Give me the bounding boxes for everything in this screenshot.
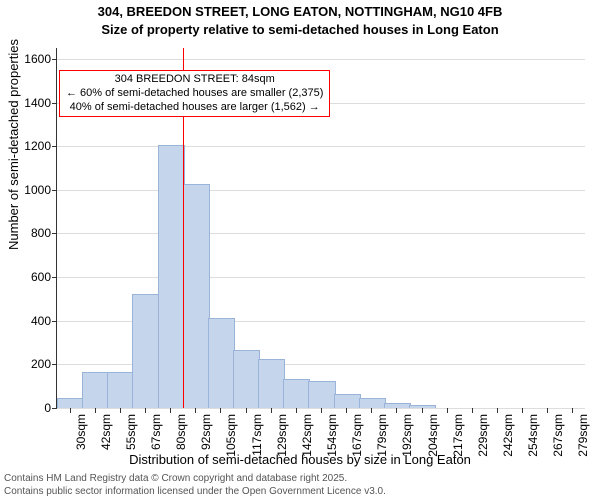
chart-title-line2: Size of property relative to semi-detach… xyxy=(0,22,600,37)
x-tick xyxy=(195,408,196,413)
annotation-line-2: ← 60% of semi-detached houses are smalle… xyxy=(66,87,323,101)
x-tick-label: 142sqm xyxy=(300,414,314,457)
x-tick xyxy=(396,408,397,413)
bar xyxy=(334,394,361,408)
x-tick-label: 279sqm xyxy=(576,414,590,457)
y-tick xyxy=(52,321,57,322)
y-tick xyxy=(52,59,57,60)
grid-line xyxy=(57,233,585,234)
bar xyxy=(57,398,84,408)
x-tick xyxy=(547,408,548,413)
bar xyxy=(409,405,436,408)
footer-attribution: Contains HM Land Registry data © Crown c… xyxy=(4,473,386,498)
y-tick-label: 0 xyxy=(44,401,51,415)
footer-line1: Contains HM Land Registry data © Crown c… xyxy=(4,473,386,486)
x-tick-label: 67sqm xyxy=(149,414,163,450)
x-tick xyxy=(422,408,423,413)
annotation-line-3: 40% of semi-detached houses are larger (… xyxy=(66,101,323,115)
bar xyxy=(183,184,210,408)
y-tick xyxy=(52,408,57,409)
x-tick-label: 80sqm xyxy=(174,414,188,450)
annotation-box: 304 BREEDON STREET: 84sqm← 60% of semi-d… xyxy=(59,70,330,117)
bar xyxy=(208,318,235,408)
grid-line xyxy=(57,146,585,147)
y-tick xyxy=(52,190,57,191)
x-axis-label: Distribution of semi-detached houses by … xyxy=(0,452,600,467)
chart-title-line1: 304, BREEDON STREET, LONG EATON, NOTTING… xyxy=(0,4,600,19)
bar xyxy=(132,294,159,408)
bar xyxy=(258,359,285,408)
y-tick-label: 200 xyxy=(31,357,51,371)
grid-line xyxy=(57,277,585,278)
x-tick xyxy=(220,408,221,413)
bar xyxy=(308,381,335,408)
annotation-line-1: 304 BREEDON STREET: 84sqm xyxy=(66,73,323,87)
x-tick-label: 129sqm xyxy=(275,414,289,457)
x-tick-label: 42sqm xyxy=(99,414,113,450)
x-tick-label: 117sqm xyxy=(250,414,264,456)
plot-area: 0200400600800100012001400160030sqm42sqm5… xyxy=(56,48,585,409)
x-tick xyxy=(572,408,573,413)
x-tick-label: 167sqm xyxy=(350,414,364,457)
x-tick xyxy=(145,408,146,413)
x-tick xyxy=(497,408,498,413)
y-tick-label: 600 xyxy=(31,270,51,284)
x-tick xyxy=(321,408,322,413)
y-tick xyxy=(52,277,57,278)
x-tick-label: 254sqm xyxy=(526,414,540,457)
x-tick xyxy=(120,408,121,413)
x-tick-label: 267sqm xyxy=(551,414,565,457)
x-tick xyxy=(70,408,71,413)
grid-line xyxy=(57,59,585,60)
chart-container: 304, BREEDON STREET, LONG EATON, NOTTING… xyxy=(0,0,600,500)
x-tick-label: 192sqm xyxy=(400,414,414,457)
y-tick xyxy=(52,146,57,147)
x-tick xyxy=(296,408,297,413)
bar xyxy=(82,372,109,408)
y-tick-label: 1600 xyxy=(24,52,51,66)
y-tick xyxy=(52,364,57,365)
x-tick xyxy=(95,408,96,413)
x-tick xyxy=(371,408,372,413)
x-tick-label: 229sqm xyxy=(476,414,490,457)
x-tick xyxy=(447,408,448,413)
x-tick-label: 105sqm xyxy=(224,414,238,457)
x-tick xyxy=(472,408,473,413)
bar xyxy=(359,398,386,408)
x-tick xyxy=(170,408,171,413)
bar xyxy=(233,350,260,408)
y-tick-label: 800 xyxy=(31,226,51,240)
y-axis-label: Number of semi-detached properties xyxy=(6,39,21,250)
x-tick-label: 217sqm xyxy=(451,414,465,457)
y-tick-label: 1000 xyxy=(24,183,51,197)
bar xyxy=(283,379,310,408)
y-tick xyxy=(52,233,57,234)
x-tick-label: 92sqm xyxy=(199,414,213,450)
y-tick-label: 1200 xyxy=(24,139,51,153)
x-tick-label: 242sqm xyxy=(501,414,515,457)
bar xyxy=(107,372,134,408)
x-tick xyxy=(346,408,347,413)
grid-line xyxy=(57,190,585,191)
y-tick-label: 400 xyxy=(31,314,51,328)
x-tick-label: 30sqm xyxy=(74,414,88,450)
bar xyxy=(158,145,185,408)
x-tick-label: 55sqm xyxy=(124,414,138,450)
footer-line2: Contains public sector information licen… xyxy=(4,486,386,499)
x-tick-label: 204sqm xyxy=(426,414,440,457)
x-tick-label: 179sqm xyxy=(375,414,389,457)
x-tick xyxy=(522,408,523,413)
x-tick xyxy=(271,408,272,413)
x-tick-label: 154sqm xyxy=(325,414,339,457)
y-tick xyxy=(52,103,57,104)
y-tick-label: 1400 xyxy=(24,96,51,110)
x-tick xyxy=(246,408,247,413)
